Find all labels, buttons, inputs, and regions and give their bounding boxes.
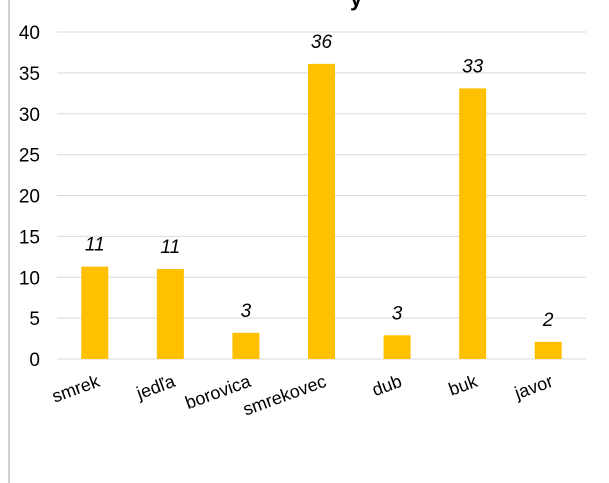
y-tick-label: 0 (29, 350, 40, 371)
bar-1 (156, 269, 184, 359)
data-label: 3 (241, 301, 252, 322)
data-label: 11 (160, 237, 180, 258)
bar-6 (534, 341, 562, 359)
bar-5 (459, 88, 487, 359)
x-category-label: dub (369, 371, 404, 400)
bar-2 (232, 332, 260, 359)
y-tick-label: 30 (19, 105, 40, 126)
data-label: 2 (542, 310, 554, 331)
bar-4 (383, 335, 411, 359)
gridlines (57, 31, 586, 360)
title-fragment: y (350, 0, 363, 11)
data-label: 11 (85, 235, 105, 256)
x-category-label: smrekovec (240, 371, 329, 420)
x-category-label: javor (511, 371, 555, 403)
y-tick-label: 25 (19, 146, 40, 167)
y-tick-label: 35 (19, 64, 40, 85)
data-label: 36 (311, 32, 333, 53)
y-tick-label: 5 (29, 309, 40, 330)
bars (81, 63, 562, 359)
data-label: 33 (462, 56, 484, 77)
chart-frame-left-edge (8, 0, 10, 483)
x-category-label: jedľa (133, 371, 179, 404)
y-tick-label: 40 (19, 23, 40, 44)
data-label: 3 (392, 303, 403, 324)
y-tick-label: 20 (19, 187, 40, 208)
y-tick-label: 15 (19, 227, 40, 248)
y-tick-label: 10 (19, 268, 40, 289)
y-axis-tick-labels: 0 5 10 15 20 25 30 35 40 (19, 23, 40, 371)
bar-0 (81, 266, 109, 359)
x-category-label: buk (446, 371, 481, 400)
bar-3 (308, 63, 335, 359)
x-category-label: smrek (49, 371, 103, 407)
